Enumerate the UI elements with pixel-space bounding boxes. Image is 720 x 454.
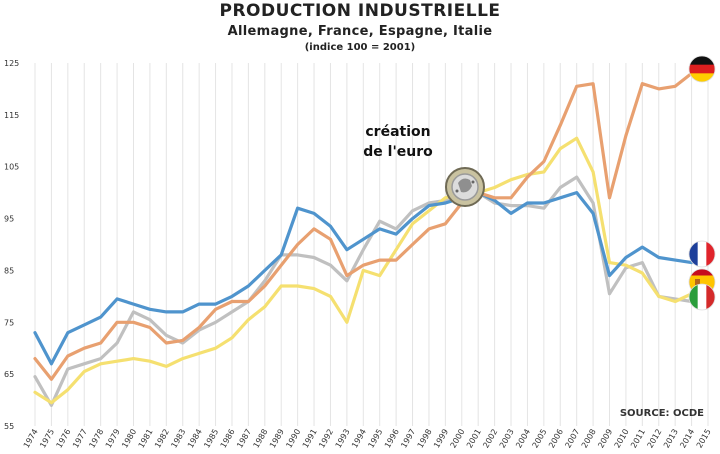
series-line-espagne [33,175,694,407]
x-tick-label: 1979 [104,428,122,450]
x-tick-label: 1984 [186,428,204,450]
x-tick-label: 2003 [498,428,516,450]
x-tick-label: 1992 [317,428,335,450]
italy-flag-icon [688,283,716,311]
annotation-line-2: de l'euro [363,144,433,160]
x-tick-label: 1995 [366,428,384,450]
x-tick-label: 1986 [219,428,237,450]
x-tick-label: 1975 [38,428,56,450]
x-tick-label: 2008 [580,428,598,450]
x-tick-label: 1987 [235,428,253,450]
x-tick-label: 1983 [169,428,187,450]
y-tick-label: 95 [4,215,14,224]
y-tick-label: 75 [4,318,14,327]
x-tick-label: 2015 [695,428,713,450]
y-tick-label: 115 [4,111,19,120]
x-tick-label: 1997 [399,428,417,450]
chart-title: PRODUCTION INDUSTRIELLE [219,1,501,21]
y-tick-label: 85 [4,266,14,275]
chart-subtitle: Allemagne, France, Espagne, Italie [227,24,493,39]
y-tick-label: 65 [4,370,14,379]
annotation-line-1: création [365,124,431,140]
x-axis: 1974197519761977197819791980198119821983… [22,428,713,450]
y-axis: 55 65 75 85 95 105 115 125 [4,59,19,431]
x-tick-label: 2001 [465,428,483,450]
source-label: SOURCE: OCDE [619,408,704,419]
x-tick-label: 2010 [613,428,631,450]
y-tick-label: 105 [4,163,19,172]
series-line-france [33,191,694,366]
x-tick-label: 1998 [416,428,434,450]
x-tick-label: 1974 [22,428,40,450]
x-tick-label: 1989 [268,428,286,450]
y-tick-label: 55 [4,422,14,431]
x-tick-label: 1978 [87,428,105,450]
x-tick-label: 1990 [284,428,302,450]
euro-coin-icon [445,167,485,207]
x-tick-label: 1982 [153,428,171,450]
x-tick-label: 1991 [301,428,319,450]
x-tick-label: 1996 [383,428,401,450]
x-tick-label: 2011 [629,428,647,450]
x-tick-label: 2007 [563,428,581,450]
x-tick-label: 1999 [432,428,450,450]
x-tick-label: 2014 [678,428,696,450]
y-tick-label: 125 [4,59,19,68]
chart-note: (indice 100 = 2001) [304,42,416,53]
series-line-italie [33,136,694,405]
x-tick-label: 2004 [514,428,532,450]
x-tick-label: 2009 [596,428,614,450]
x-tick-label: 1976 [55,428,73,450]
x-tick-label: 1994 [350,428,368,450]
x-tick-label: 1980 [120,428,138,450]
x-tick-label: 2005 [531,428,549,450]
x-tick-label: 1985 [202,428,220,450]
x-tick-label: 1988 [252,428,270,450]
series-lines [33,71,694,407]
x-tick-label: 2002 [481,428,499,450]
germany-flag-icon [688,55,716,83]
x-tick-label: 1981 [137,428,155,450]
x-tick-label: 1993 [334,428,352,450]
x-tick-label: 1977 [71,428,89,450]
annotation-label: création de l'euro [352,122,444,162]
series-line-allemagne [33,71,694,381]
france-flag-icon [688,240,716,268]
x-tick-label: 2006 [547,428,565,450]
x-tick-label: 2012 [646,428,664,450]
x-tick-label: 2013 [662,428,680,450]
x-tick-label: 2000 [449,428,467,450]
